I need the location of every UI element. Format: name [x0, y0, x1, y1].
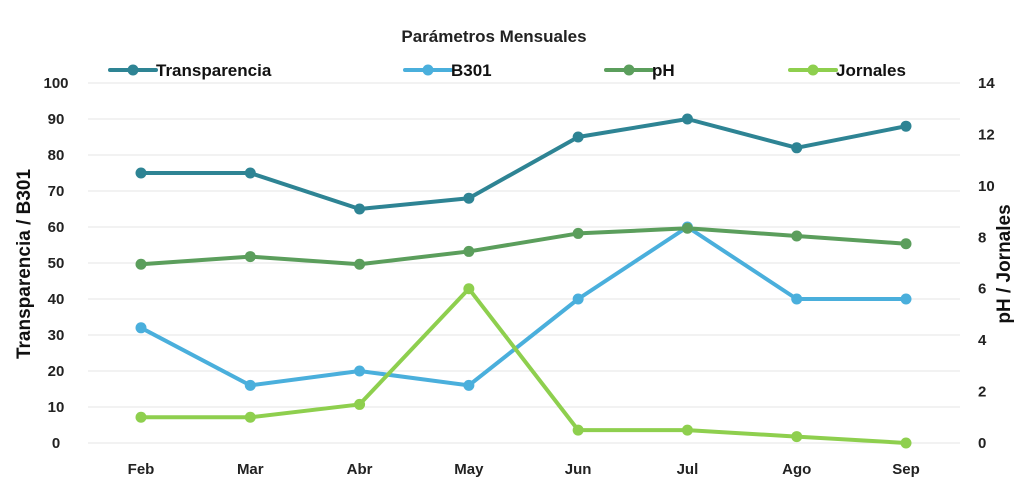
left-tick-label: 60 — [48, 219, 65, 236]
legend-label: pH — [652, 61, 675, 80]
data-point-jornales — [135, 411, 147, 423]
data-point-ph — [791, 230, 803, 242]
x-tick-label: Jul — [677, 461, 699, 478]
legend: Transparencia B301 pH Jornales — [108, 61, 906, 80]
x-tick-label: Sep — [892, 461, 920, 478]
data-point-ph — [572, 227, 584, 239]
data-point-b301 — [244, 379, 256, 391]
left-axis-title: Transparencia / B301 — [14, 169, 35, 360]
x-tick-label: May — [454, 461, 484, 478]
right-axis-ticks: 0 2 4 6 8 10 12 14 — [978, 75, 995, 452]
data-point-transparencia — [463, 192, 475, 204]
data-point-jornales — [354, 398, 366, 410]
data-point-transparencia — [244, 167, 256, 179]
data-point-ph — [681, 222, 693, 234]
right-axis-title: pH / Jornales — [994, 204, 1015, 323]
legend-swatch-marker — [127, 64, 139, 76]
left-tick-label: 20 — [48, 363, 65, 380]
data-point-jornales — [572, 424, 584, 436]
gridlines — [88, 82, 960, 444]
data-point-ph — [135, 258, 147, 270]
data-point-ph — [244, 251, 256, 263]
legend-swatch-marker — [422, 64, 434, 76]
legend-item-jornales: Jornales — [788, 61, 906, 80]
data-point-transparencia — [681, 113, 693, 125]
x-tick-label: Ago — [782, 461, 811, 478]
x-tick-label: Mar — [237, 461, 264, 478]
left-tick-label: 10 — [48, 399, 65, 416]
left-tick-label: 50 — [48, 255, 65, 272]
left-tick-label: 30 — [48, 327, 65, 344]
data-point-b301 — [463, 379, 475, 391]
right-tick-label: 6 — [978, 281, 986, 298]
right-tick-label: 8 — [978, 229, 986, 246]
legend-item-ph: pH — [604, 61, 675, 80]
legend-label: Transparencia — [156, 61, 272, 80]
data-point-transparencia — [354, 203, 366, 215]
data-point-jornales — [681, 424, 693, 436]
data-point-jornales — [900, 437, 912, 449]
series-line-jornales — [139, 286, 908, 445]
data-point-transparencia — [572, 131, 584, 143]
data-point-transparencia — [791, 142, 803, 154]
data-point-ph — [463, 245, 475, 257]
left-tick-label: 80 — [48, 147, 65, 164]
data-point-b301 — [135, 322, 147, 334]
legend-label: B301 — [451, 61, 492, 80]
legend-swatch-marker — [623, 64, 635, 76]
legend-swatch-marker — [807, 64, 819, 76]
right-tick-label: 14 — [978, 75, 995, 92]
data-point-ph — [354, 258, 366, 270]
right-tick-label: 12 — [978, 126, 995, 143]
x-tick-label: Jun — [565, 461, 592, 478]
chart-title: Parámetros Mensuales — [401, 27, 586, 46]
right-tick-label: 10 — [978, 178, 995, 195]
data-point-transparencia — [900, 120, 912, 132]
series-line-transparencia — [139, 117, 908, 211]
x-tick-label: Feb — [128, 461, 155, 478]
left-tick-label: 0 — [52, 435, 60, 452]
data-point-jornales — [791, 431, 803, 443]
data-point-transparencia — [135, 167, 147, 179]
data-point-b301 — [791, 293, 803, 305]
right-tick-label: 0 — [978, 435, 986, 452]
data-point-jornales — [463, 283, 475, 295]
data-point-b301 — [572, 293, 584, 305]
series-line-b301 — [139, 225, 908, 388]
left-tick-label: 90 — [48, 111, 65, 128]
right-tick-label: 4 — [978, 332, 987, 349]
x-axis-ticks: Feb Mar Abr May Jun Jul Ago Sep — [128, 461, 920, 478]
series-group — [135, 113, 912, 449]
data-point-b301 — [900, 293, 912, 305]
legend-label: Jornales — [836, 61, 906, 80]
data-point-ph — [900, 238, 912, 250]
left-tick-label: 40 — [48, 291, 65, 308]
right-tick-label: 2 — [978, 384, 986, 401]
data-point-b301 — [354, 365, 366, 377]
x-tick-label: Abr — [347, 461, 373, 478]
left-tick-label: 100 — [43, 75, 68, 92]
legend-item-transparencia: Transparencia — [108, 61, 272, 80]
left-axis-ticks: 0 10 20 30 40 50 60 70 80 90 100 — [43, 75, 68, 452]
data-point-jornales — [244, 411, 256, 423]
series-line-ph — [139, 226, 908, 267]
left-tick-label: 70 — [48, 183, 65, 200]
legend-item-b301: B301 — [403, 61, 492, 80]
